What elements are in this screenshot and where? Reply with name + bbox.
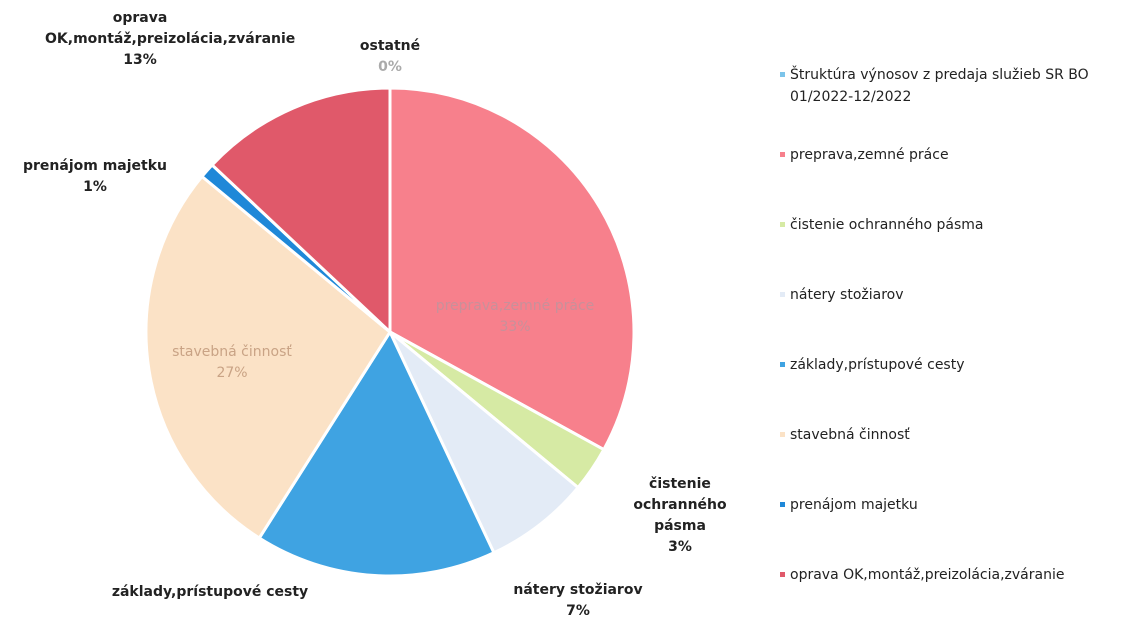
legend-entry: prenájom majetku xyxy=(780,494,1130,516)
legend-swatch xyxy=(780,432,785,437)
legend-entry: nátery stožiarov xyxy=(780,284,1130,306)
slice-label: čistenie ochranného pásma 3% xyxy=(625,474,735,558)
pie-slice xyxy=(388,330,581,555)
value-label: 3% xyxy=(668,539,692,555)
legend-entry: preprava,zemné práce xyxy=(780,144,1130,166)
legend-text: prenájom majetku xyxy=(790,497,918,513)
pie-slice xyxy=(257,328,496,578)
slice-label: základy,prístupové cesty xyxy=(110,582,310,603)
category-label: preprava,zemné práce xyxy=(435,298,595,314)
category-label: čistenie ochranného pásma xyxy=(633,476,727,534)
legend-text: oprava OK,montáž,preizolácia,zváranie xyxy=(790,567,1065,583)
value-label: 33% xyxy=(499,319,531,335)
legend-swatch xyxy=(780,362,785,367)
pie-slice xyxy=(144,174,392,541)
value-label: 1% xyxy=(83,179,107,195)
slice-label: stavebná činnosť 27% xyxy=(132,342,332,384)
category-label: nátery stožiarov xyxy=(513,582,643,598)
pie-slice xyxy=(210,86,392,336)
category-label: stavebná činnosť xyxy=(172,344,292,360)
legend-text: Štruktúra výnosov z predaja služieb SR B… xyxy=(790,67,1089,105)
legend-swatch xyxy=(780,72,785,77)
legend-swatch xyxy=(780,222,785,227)
legend-swatch xyxy=(780,152,785,157)
legend-text: preprava,zemné práce xyxy=(790,147,949,163)
value-label: 27% xyxy=(216,365,248,381)
pie-slice xyxy=(388,86,636,452)
legend-entry: stavebná činnosť xyxy=(780,424,1130,446)
legend-entry: Štruktúra výnosov z predaja služieb SR B… xyxy=(780,64,1130,108)
slice-label: ostatné 0% xyxy=(330,36,450,78)
legend-entry: oprava OK,montáž,preizolácia,zváranie xyxy=(780,564,1130,586)
legend-swatch xyxy=(780,292,785,297)
slice-label: prenájom majetku 1% xyxy=(0,156,190,198)
slice-label: oprava OK,montáž,preizolácia,zváranie 13% xyxy=(45,8,296,71)
legend-text: čistenie ochranného pásma xyxy=(790,217,984,233)
value-label: 13% xyxy=(123,52,157,68)
slice-label: nátery stožiarov 7% xyxy=(478,580,678,622)
category-label: prenájom majetku xyxy=(22,158,167,174)
legend-text: nátery stožiarov xyxy=(790,287,904,303)
category-label: ostatné xyxy=(359,38,421,54)
legend-swatch xyxy=(780,572,785,577)
legend-swatch xyxy=(780,502,785,507)
value-label: 0% xyxy=(378,59,402,75)
value-label: 7% xyxy=(566,603,590,619)
legend-entry: čistenie ochranného pásma xyxy=(780,214,1130,236)
slice-label: preprava,zemné práce 33% xyxy=(400,296,630,338)
legend-entry: základy,prístupové cesty xyxy=(780,354,1130,376)
legend-text: stavebná činnosť xyxy=(790,427,910,443)
category-label: oprava OK,montáž,preizolácia,zváranie xyxy=(45,10,296,47)
legend-text: základy,prístupové cesty xyxy=(790,357,965,373)
category-label: základy,prístupové cesty xyxy=(111,584,309,600)
